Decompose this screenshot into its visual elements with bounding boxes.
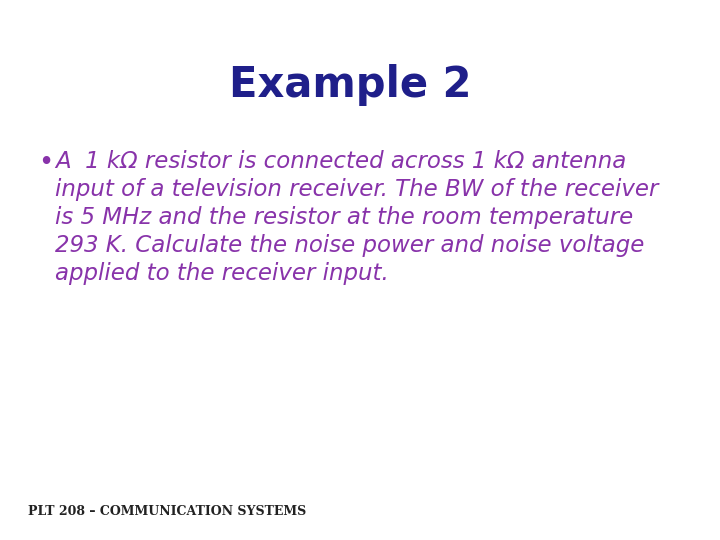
Text: Example 2: Example 2 [229, 64, 472, 106]
Text: is 5 MHz and the resistor at the room temperature: is 5 MHz and the resistor at the room te… [55, 206, 634, 229]
Text: •: • [38, 150, 53, 176]
Text: input of a television receiver. The BW of the receiver: input of a television receiver. The BW o… [55, 178, 658, 201]
Text: A  1 kΩ resistor is connected across 1 kΩ antenna: A 1 kΩ resistor is connected across 1 kΩ… [55, 150, 626, 173]
Text: applied to the receiver input.: applied to the receiver input. [55, 262, 389, 285]
Text: 293 K. Calculate the noise power and noise voltage: 293 K. Calculate the noise power and noi… [55, 234, 644, 257]
Text: PLT 208 – COMMUNICATION SYSTEMS: PLT 208 – COMMUNICATION SYSTEMS [28, 505, 306, 518]
